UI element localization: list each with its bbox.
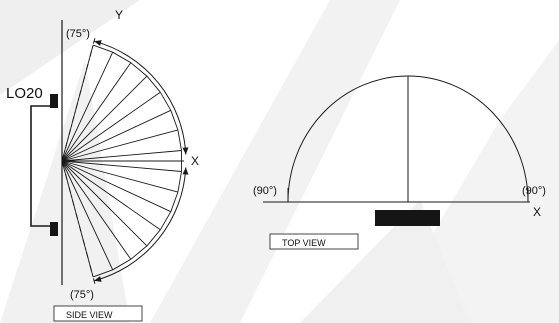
device-label: LO20 (6, 85, 43, 102)
fan-chord (177, 129, 182, 151)
arc-arrowhead-bottom-end (94, 276, 102, 282)
angle-arc-top (93, 40, 187, 155)
fan-chord (112, 258, 132, 271)
watermark-shape-right-bottom (300, 200, 470, 323)
fan-spoke (61, 160, 179, 193)
fan-spoke (61, 52, 114, 162)
arc-arrowhead-top-horizontal (182, 147, 189, 155)
arc-arrowhead-bottom-horizontal (182, 167, 189, 175)
fan-spoke (61, 160, 171, 213)
fan-spoke (61, 160, 132, 260)
side-axis-y-label: Y (115, 8, 123, 22)
fan-spoke (61, 160, 161, 231)
top-view-label: TOP VIEW (282, 238, 326, 248)
fan-chord (177, 171, 182, 193)
watermark-shape-center (150, 0, 400, 323)
fan-spoke (61, 44, 94, 162)
top-view-device (375, 210, 440, 226)
device-top-block (50, 94, 58, 108)
fan-spoke (61, 109, 171, 162)
watermark-shape-left-top (0, 0, 140, 95)
fan-chord (92, 269, 113, 278)
fan-chord (112, 51, 132, 64)
fan-spoke (61, 75, 148, 162)
fan-spoke (61, 62, 132, 162)
detection-fan (61, 44, 182, 278)
side-view-label-box (53, 305, 143, 322)
fan-chord (92, 44, 113, 53)
fan-chord (159, 211, 172, 231)
fan-spoke (61, 129, 179, 162)
side-view-diagram: Y (75°) LO20 X (75°) SIDE VIEW (6, 8, 199, 322)
device-bottom-block (50, 222, 58, 236)
fan-chord (130, 62, 148, 77)
fan-chord (159, 91, 172, 111)
side-axis-x-label: X (191, 154, 199, 168)
side-angle-top-label: (75°) (66, 28, 90, 40)
fan-spoke (61, 160, 94, 278)
fan-spoke (61, 91, 161, 162)
fan-spoke (61, 160, 182, 172)
arc-arrowhead-top-end (94, 40, 102, 46)
side-angle-bottom-label: (75°) (70, 289, 94, 301)
fan-spoke (61, 160, 114, 270)
fan-spoke (61, 160, 148, 247)
top-view-diagram: (90°) (90°) X TOP VIEW (253, 75, 546, 250)
watermark-shape-left (0, 60, 130, 323)
top-view-label-box (269, 233, 359, 250)
fan-chord (146, 75, 161, 93)
fan-spoke (61, 150, 182, 162)
top-angle-right-label: (90°) (522, 185, 546, 197)
side-view-label: SIDE VIEW (66, 310, 113, 320)
fan-chord (170, 110, 179, 131)
angle-arc-bottom (93, 167, 187, 282)
top-angle-left-label: (90°) (253, 185, 277, 197)
fan-chord (170, 191, 179, 212)
device-bracket (30, 105, 50, 227)
fan-chord (130, 245, 148, 260)
fan-chord (146, 229, 161, 247)
top-axis-x-label: X (533, 205, 541, 219)
